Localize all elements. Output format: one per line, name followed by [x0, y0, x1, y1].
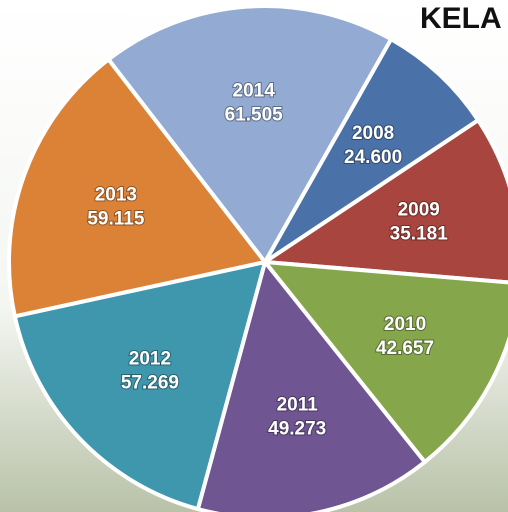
- slice-value-label: 35.181: [390, 223, 449, 244]
- slice-category: 2010: [384, 314, 426, 335]
- slice-value-label: 24.600: [344, 147, 402, 168]
- chart: 2008 24.600 2009 35.181 2010 42.657 2011 49.273…: [0, 0, 508, 512]
- chart-title: KELA: [420, 2, 502, 35]
- slice-category: 2011: [277, 394, 319, 415]
- slice-value-label: 61.505: [225, 105, 284, 126]
- slice-value-label: 42.657: [376, 338, 434, 359]
- slice-value-label: 59.115: [87, 209, 144, 230]
- slice-category: 2012: [129, 348, 171, 369]
- slice-category: 2014: [233, 81, 276, 102]
- slice-category: 2013: [95, 185, 137, 206]
- slice-value-label: 49.273: [268, 418, 326, 439]
- slice-category: 2008: [352, 123, 394, 144]
- slice-value-label: 57.269: [121, 372, 179, 393]
- slice-category: 2009: [398, 199, 440, 220]
- page: 2008 24.600 2009 35.181 2010 42.657 2011 49.273…: [0, 0, 508, 512]
